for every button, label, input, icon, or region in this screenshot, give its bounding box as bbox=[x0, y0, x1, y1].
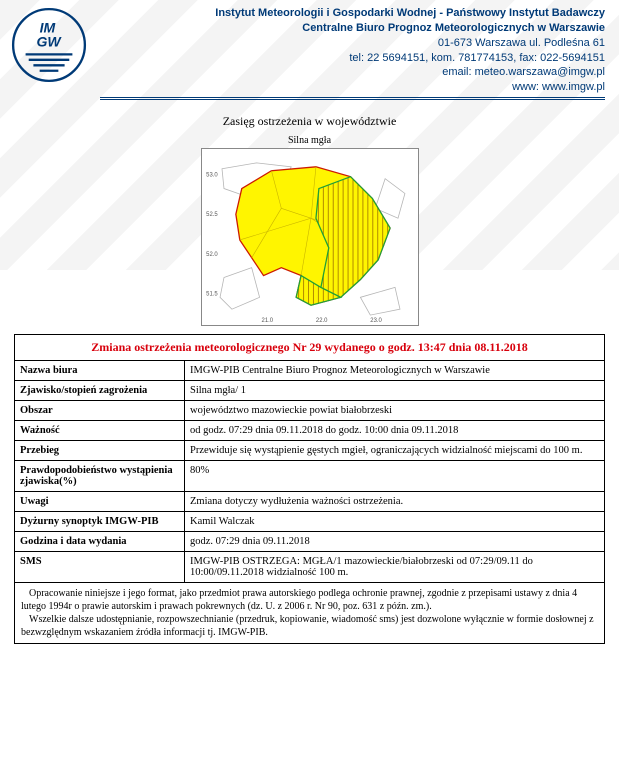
row-value: IMGW-PIB Centralne Biuro Prognoz Meteoro… bbox=[185, 361, 605, 381]
copyright-footnote: Opracowanie niniejsze i jego format, jak… bbox=[14, 583, 605, 644]
footnote-p1: Opracowanie niniejsze i jego format, jak… bbox=[21, 587, 598, 613]
row-label: Dyżurny synoptyk IMGW-PIB bbox=[15, 512, 185, 532]
header-rule bbox=[100, 97, 605, 98]
phone: tel: 22 5694151, kom. 781774153, fax: 02… bbox=[98, 51, 605, 66]
row-label: Nazwa biura bbox=[15, 361, 185, 381]
header-contact: Instytut Meteorologii i Gospodarki Wodne… bbox=[98, 6, 605, 95]
warning-table: Zmiana ostrzeżenia meteorologicznego Nr … bbox=[14, 334, 605, 583]
table-row: Dyżurny synoptyk IMGW-PIBKamil Walczak bbox=[15, 512, 605, 532]
row-label: SMS bbox=[15, 552, 185, 583]
table-row: SMSIMGW-PIB OSTRZEGA: MGŁA/1 mazowieckie… bbox=[15, 552, 605, 583]
row-value: IMGW-PIB OSTRZEGA: MGŁA/1 mazowieckie/bi… bbox=[185, 552, 605, 583]
row-label: Uwagi bbox=[15, 492, 185, 512]
row-value: Przewiduje się wystąpienie gęstych mgieł… bbox=[185, 441, 605, 461]
svg-text:53.0: 53.0 bbox=[206, 173, 218, 179]
row-value: Zmiana dotyczy wydłużenia ważności ostrz… bbox=[185, 492, 605, 512]
row-value: Silna mgła/ 1 bbox=[185, 381, 605, 401]
row-label: Przebieg bbox=[15, 441, 185, 461]
map-subtitle: Silna mgła bbox=[180, 135, 440, 146]
warning-title: Zmiana ostrzeżenia meteorologicznego Nr … bbox=[15, 335, 605, 361]
address: 01-673 Warszawa ul. Podleśna 61 bbox=[98, 36, 605, 51]
svg-text:51.5: 51.5 bbox=[206, 291, 218, 297]
header-rule bbox=[100, 99, 605, 100]
map-section-title: Zasięg ostrzeżenia w województwie bbox=[0, 114, 619, 129]
row-value: Kamil Walczak bbox=[185, 512, 605, 532]
svg-text:23.0: 23.0 bbox=[370, 318, 382, 324]
row-value: od godz. 07:29 dnia 09.11.2018 do godz. … bbox=[185, 421, 605, 441]
svg-text:21.0: 21.0 bbox=[261, 318, 273, 324]
email: email: meteo.warszawa@imgw.pl bbox=[98, 65, 605, 80]
svg-text:52.0: 52.0 bbox=[206, 252, 218, 258]
imgw-logo: IM GW bbox=[10, 6, 88, 84]
svg-text:GW: GW bbox=[37, 34, 63, 50]
website: www: www.imgw.pl bbox=[98, 80, 605, 95]
document-header: IM GW Instytut Meteorologii i Gospodarki… bbox=[0, 0, 619, 100]
table-row: Obszarwojewództwo mazowieckie powiat bia… bbox=[15, 401, 605, 421]
warning-map: Silna mgła 53.0 52.5 52.0 51.5 21.0 22.0… bbox=[180, 135, 440, 326]
row-value: województwo mazowieckie powiat białobrze… bbox=[185, 401, 605, 421]
row-value: godz. 07:29 dnia 09.11.2018 bbox=[185, 532, 605, 552]
row-value: 80% bbox=[185, 461, 605, 492]
table-row: Prawdopodobieństwo wystąpienia zjawiska(… bbox=[15, 461, 605, 492]
svg-text:22.0: 22.0 bbox=[315, 318, 327, 324]
table-row: PrzebiegPrzewiduje się wystąpienie gęsty… bbox=[15, 441, 605, 461]
warning-content: Zmiana ostrzeżenia meteorologicznego Nr … bbox=[14, 334, 605, 644]
footnote-p2: Wszelkie dalsze udostępnianie, rozpowsze… bbox=[21, 613, 598, 639]
row-label: Zjawisko/stopień zagrożenia bbox=[15, 381, 185, 401]
bureau-name: Centralne Biuro Prognoz Meteorologicznyc… bbox=[98, 21, 605, 36]
row-label: Godzina i data wydania bbox=[15, 532, 185, 552]
row-label: Prawdopodobieństwo wystąpienia zjawiska(… bbox=[15, 461, 185, 492]
row-label: Obszar bbox=[15, 401, 185, 421]
row-label: Ważność bbox=[15, 421, 185, 441]
table-row: Ważnośćod godz. 07:29 dnia 09.11.2018 do… bbox=[15, 421, 605, 441]
table-row: Zjawisko/stopień zagrożeniaSilna mgła/ 1 bbox=[15, 381, 605, 401]
institute-name: Instytut Meteorologii i Gospodarki Wodne… bbox=[98, 6, 605, 21]
map-svg: 53.0 52.5 52.0 51.5 21.0 22.0 23.0 bbox=[201, 148, 419, 326]
svg-text:52.5: 52.5 bbox=[206, 212, 218, 218]
table-row: Godzina i data wydaniagodz. 07:29 dnia 0… bbox=[15, 532, 605, 552]
table-row: Nazwa biuraIMGW-PIB Centralne Biuro Prog… bbox=[15, 361, 605, 381]
table-row: UwagiZmiana dotyczy wydłużenia ważności … bbox=[15, 492, 605, 512]
